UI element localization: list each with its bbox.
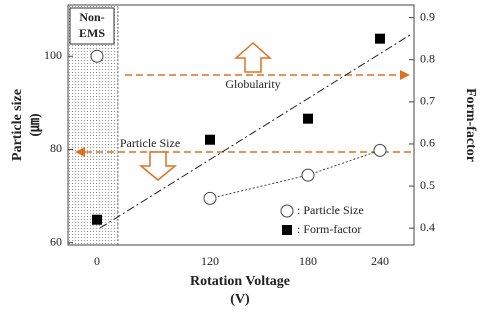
point (375, 33, 385, 44)
trend-line (99, 34, 411, 229)
point (373, 143, 387, 157)
legend-marker (280, 204, 294, 218)
y-tick-label: 80 (50, 141, 62, 155)
region-label: Non- (79, 10, 104, 24)
y2-tick-label: 0.4 (420, 220, 435, 234)
x-tick-label: 120 (201, 254, 219, 268)
non-ems-region (67, 4, 119, 246)
x-tick-label: 0 (94, 254, 100, 268)
point (203, 191, 217, 205)
y2-tick-label: 0.8 (420, 51, 435, 65)
up-arrow (234, 41, 272, 73)
x-axis-title: Rotation Voltage (190, 274, 290, 289)
region-label: EMS (79, 26, 105, 40)
connector (307, 149, 381, 176)
point (301, 168, 315, 182)
arrow-head (75, 147, 85, 157)
y-tick-label: 60 (50, 234, 62, 248)
arrow-head (400, 70, 410, 80)
legend-marker (282, 225, 292, 235)
y2-tick-label: 0.7 (420, 94, 435, 108)
point (90, 49, 104, 63)
x-tick-label: 240 (371, 254, 389, 268)
point (205, 134, 215, 145)
y-axis-unit: (㎛) (28, 113, 44, 137)
point (303, 113, 313, 124)
down-arrow (138, 151, 178, 181)
annotation: Globularity (225, 77, 280, 91)
y2-axis-title: Form-factor (463, 88, 478, 162)
y2-tick-label: 0.5 (420, 178, 435, 192)
point (92, 214, 102, 225)
plot-frame (67, 4, 415, 246)
x-axis-unit: (V) (230, 292, 250, 307)
connector (209, 174, 309, 199)
x-tick-label: 180 (299, 254, 317, 268)
legend-label: : Form-factor (297, 222, 361, 236)
y2-tick-label: 0.9 (420, 9, 435, 23)
y-axis-title: Particle size (10, 89, 25, 161)
y2-tick-label: 0.6 (420, 136, 435, 150)
annotation: Particle Size (120, 136, 180, 150)
region-label-box (69, 7, 115, 45)
legend-label: : Particle Size (297, 203, 364, 217)
y-tick-label: 100 (44, 48, 62, 62)
